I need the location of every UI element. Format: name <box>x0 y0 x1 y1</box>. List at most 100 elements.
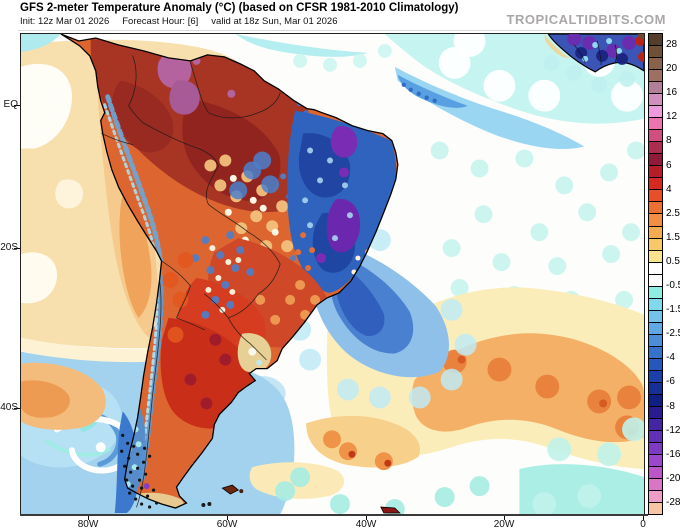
ocean-spot <box>596 49 609 62</box>
ocean-spot <box>487 357 512 382</box>
border-spot <box>126 441 130 445</box>
ocean-region <box>21 380 70 418</box>
colorbar-cell <box>649 214 662 227</box>
land-spot <box>295 279 306 290</box>
colorbar-tick-label: -12 <box>666 424 680 436</box>
colorbar-cell <box>649 467 662 480</box>
colorbar-cell <box>649 322 662 335</box>
ocean-region <box>235 34 368 57</box>
border-spot <box>201 503 206 508</box>
land-spot <box>211 295 220 304</box>
land-spot <box>305 265 312 272</box>
ocean-spot <box>535 374 560 399</box>
land-spot <box>135 441 142 448</box>
colorbar-cell <box>649 358 662 371</box>
ocean-spot <box>377 43 392 58</box>
land-spot <box>219 353 232 366</box>
ocean-spot <box>616 47 623 54</box>
border-spot <box>132 444 136 448</box>
colorbar-cell <box>649 274 662 287</box>
colorbar-tick-label: 20 <box>666 63 678 75</box>
ocean-region <box>411 333 644 443</box>
ocean-spot <box>615 290 634 309</box>
ocean-spot <box>275 481 296 502</box>
ocean-spot <box>290 467 311 488</box>
land-spot <box>201 310 210 319</box>
land-spot <box>162 272 179 288</box>
land-spot <box>229 181 248 200</box>
border-spot <box>147 505 152 509</box>
ocean-spot <box>454 333 477 356</box>
ocean-spot <box>442 349 467 374</box>
ocean-spot <box>617 385 642 410</box>
ocean-spot <box>424 95 429 100</box>
border-spot <box>140 486 144 490</box>
land-spot <box>259 204 267 212</box>
colorbar-cell <box>649 226 662 239</box>
land-spot <box>302 197 309 204</box>
ocean-region <box>380 506 401 514</box>
land-region <box>330 126 358 158</box>
colorbar-cell <box>649 190 662 203</box>
land-spot <box>276 200 289 213</box>
colorbar-tick-label: 4 <box>666 183 672 195</box>
land-spot <box>332 235 338 242</box>
border-spot <box>127 456 131 460</box>
ocean-spot <box>453 34 486 57</box>
land-spot <box>271 228 279 236</box>
colorbar-tick-label: 8 <box>666 135 672 147</box>
tropicaltidbits-watermark: TROPICALTIDBITS.COM <box>506 12 666 27</box>
border-spot <box>123 464 127 468</box>
land-spot <box>229 174 237 182</box>
land-spot <box>310 294 321 305</box>
land-spot <box>300 232 307 239</box>
x-tick-label: 0 <box>640 519 646 530</box>
colorbar-tick-label: 28 <box>666 39 678 51</box>
ocean-spot <box>352 53 367 68</box>
valid-time: valid at 18z Sun, Mar 01 2026 <box>211 16 338 27</box>
border-spot <box>140 502 144 506</box>
land-spot <box>235 257 242 264</box>
land-region <box>160 317 255 429</box>
ocean-region <box>119 185 152 318</box>
colorbar-cell <box>649 419 662 432</box>
ocean-spot <box>338 442 357 461</box>
land-region <box>105 94 164 263</box>
map-title: GFS 2-meter Temperature Anomaly (°C) (ba… <box>20 2 459 14</box>
land-spot <box>231 264 240 273</box>
colorbar-cell <box>649 94 662 107</box>
border-spot <box>128 491 132 495</box>
x-tick-mark <box>88 516 89 520</box>
colorbar-cell <box>649 286 662 299</box>
forecast-hour: Forecast Hour: [6] <box>122 16 199 27</box>
land-region <box>157 51 192 89</box>
ocean-region <box>21 34 61 52</box>
colorbar-tick-label: 12 <box>666 111 678 123</box>
colorbar-cell <box>649 34 662 47</box>
colorbar-cell <box>649 394 662 407</box>
ocean-spot <box>348 450 356 458</box>
ocean-spot <box>416 91 421 96</box>
ocean-region <box>397 74 468 108</box>
ocean-spot <box>532 492 557 514</box>
ocean-spot <box>239 489 244 494</box>
border-region <box>573 40 617 66</box>
colorbar-cell <box>649 431 662 444</box>
x-tick-mark <box>227 516 228 520</box>
border-spot <box>144 472 148 476</box>
x-tick-label: 20W <box>493 519 515 530</box>
y-tick-mark <box>14 105 20 106</box>
ocean-spot <box>440 368 463 391</box>
ocean-spot <box>401 82 406 87</box>
anomaly-map <box>20 33 645 515</box>
land-spot <box>280 173 287 180</box>
ocean-spot <box>548 257 567 275</box>
ocean-region <box>394 66 585 150</box>
land-spot <box>225 259 232 266</box>
colorbar-tick-label: 0.5 <box>666 255 680 267</box>
border-spot <box>145 494 150 498</box>
colorbar-cell <box>649 154 662 167</box>
ocean-spot <box>578 203 597 222</box>
land-spot <box>205 286 212 293</box>
land-spot <box>227 89 236 98</box>
